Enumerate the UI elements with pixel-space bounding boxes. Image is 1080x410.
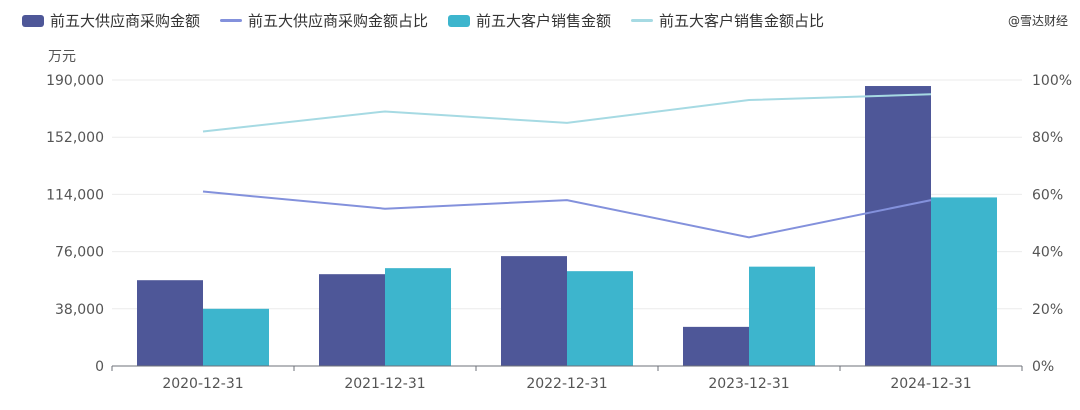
y-tick-label: 38,000 — [55, 302, 104, 318]
bar — [385, 268, 451, 366]
bar — [749, 266, 815, 366]
legend-swatch-supplier-ratio — [220, 19, 243, 22]
bar — [203, 308, 269, 366]
y2-tick-label: 40% — [1032, 245, 1063, 261]
y-tick-label: 190,000 — [46, 73, 104, 89]
bar — [137, 280, 203, 366]
legend-item-supplier-ratio[interactable]: 前五大供应商采购金额占比 — [220, 10, 428, 31]
legend-item-customer-amount[interactable]: 前五大客户销售金额 — [448, 10, 611, 31]
lines — [202, 93, 932, 239]
series-line — [202, 93, 932, 133]
y2-tick-label: 20% — [1032, 302, 1063, 318]
bar — [567, 271, 633, 366]
y-axis-unit-label: 万元 — [48, 49, 76, 65]
y-tick-label: 0 — [95, 359, 104, 375]
axes: 0 38,000 76,000 114,000 152,000 190,000 0% 20% 4… — [46, 73, 1072, 392]
bar — [683, 326, 749, 366]
series-line — [202, 190, 932, 239]
x-tick-label: 2022-12-31 — [526, 376, 607, 392]
y-tick-label: 114,000 — [46, 187, 104, 203]
legend-swatch-customer-amount — [448, 14, 471, 27]
x-tick-label: 2021-12-31 — [344, 376, 425, 392]
legend-label-customer-ratio: 前五大客户销售金额占比 — [659, 12, 825, 30]
legend: 前五大供应商采购金额 前五大供应商采购金额占比 前五大客户销售金额 前五大客户销… — [22, 10, 824, 31]
bar — [931, 197, 997, 366]
bar — [865, 86, 931, 366]
legend-item-supplier-amount[interactable]: 前五大供应商采购金额 — [22, 10, 200, 31]
y2-tick-label: 100% — [1032, 73, 1072, 89]
x-tick-label: 2024-12-31 — [890, 376, 971, 392]
legend-swatch-supplier-amount — [22, 14, 44, 27]
legend-swatch-customer-ratio — [631, 19, 654, 22]
y2-tick-label: 80% — [1032, 130, 1063, 146]
legend-item-customer-ratio[interactable]: 前五大客户销售金额占比 — [631, 10, 824, 31]
bar — [501, 256, 567, 366]
legend-label-customer-amount: 前五大客户销售金额 — [476, 12, 612, 30]
legend-label-supplier-ratio: 前五大供应商采购金额占比 — [248, 12, 429, 30]
y-tick-label: 76,000 — [55, 245, 104, 261]
legend-label-supplier-amount: 前五大供应商采购金额 — [50, 12, 201, 30]
y-tick-label: 152,000 — [46, 130, 104, 146]
x-tick-label: 2023-12-31 — [708, 376, 789, 392]
watermark: @雪达财经 — [1007, 14, 1068, 28]
bars — [137, 86, 997, 366]
bar — [319, 274, 385, 366]
x-tick-label: 2020-12-31 — [162, 376, 243, 392]
y2-tick-label: 60% — [1032, 187, 1063, 203]
y2-tick-label: 0% — [1032, 359, 1054, 375]
